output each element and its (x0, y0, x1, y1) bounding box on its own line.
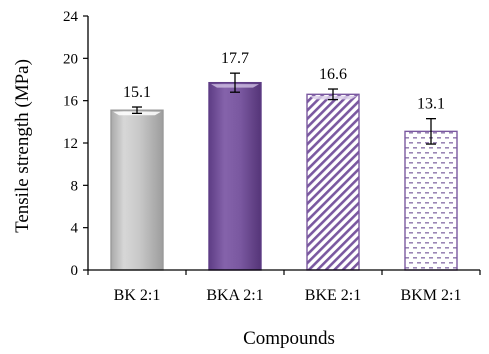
bars-layer (110, 81, 458, 271)
x-tick-label: BKE 2:1 (305, 287, 361, 304)
y-tick-label: 8 (71, 178, 79, 194)
bar-bke-2-1 (306, 93, 360, 271)
x-tick-label: BK 2:1 (114, 287, 161, 304)
y-tick-label: 20 (63, 51, 78, 67)
x-tick-label: BKA 2:1 (206, 287, 263, 304)
data-labels-layer: 15.1 17.7 16.6 13.1 (123, 50, 445, 113)
x-axis-ticks: BK 2:1 BKA 2:1 BKE 2:1 BKM 2:1 (87, 270, 481, 304)
error-bars-layer (132, 72, 436, 145)
x-tick-label: BKM 2:1 (401, 287, 462, 304)
bar-bk-2-1 (110, 109, 164, 271)
y-tick-label: 0 (71, 263, 79, 279)
y-tick-label: 4 (71, 221, 79, 237)
bar-bka-2-1 (208, 81, 262, 271)
data-label: 16.6 (319, 66, 347, 83)
bar-bkm-2-1 (404, 130, 458, 271)
x-axis-title: Compounds (243, 328, 335, 349)
y-tick-label: 12 (63, 136, 78, 152)
data-label: 13.1 (417, 96, 445, 113)
data-label: 17.7 (221, 50, 249, 67)
y-axis-ticks: 0 4 8 12 16 20 24 (63, 9, 88, 279)
y-tick-label: 24 (63, 9, 79, 25)
data-label: 15.1 (123, 84, 151, 101)
y-axis-title: Tensile strength (MPa) (12, 59, 33, 233)
y-tick-label: 16 (63, 94, 79, 110)
